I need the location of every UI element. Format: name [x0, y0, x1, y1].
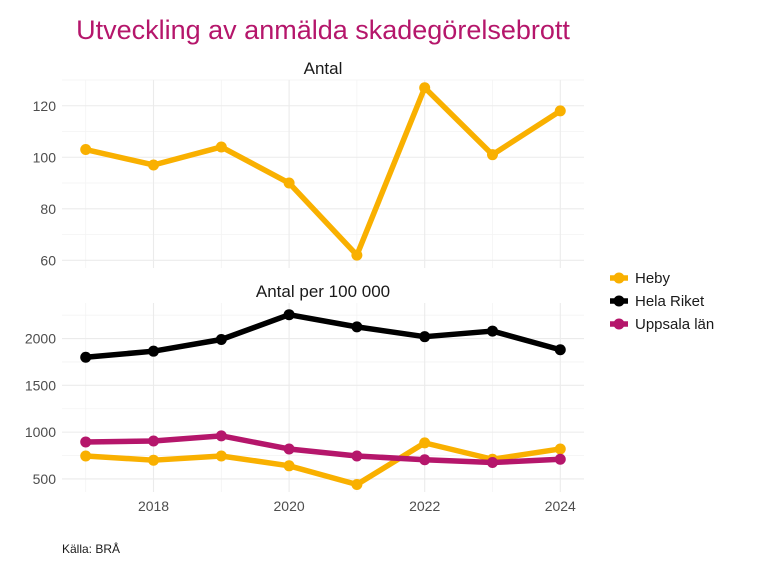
series-line-heby [82, 440, 564, 488]
y-tick-label: 1500 [25, 377, 56, 393]
data-point [554, 344, 566, 356]
data-point [283, 443, 295, 455]
data-point [80, 144, 92, 156]
panel-2: 500 1000 1500 2000 Antal per 100 000 [25, 282, 584, 492]
legend-label: Uppsala län [635, 316, 714, 333]
data-point [351, 249, 363, 261]
legend-label: Hela Riket [635, 293, 705, 310]
legend-label: Heby [635, 270, 671, 287]
data-point [554, 443, 566, 455]
data-point [486, 457, 498, 469]
data-point [419, 82, 431, 94]
x-tick-label: 2022 [409, 498, 440, 514]
y-tick-label: 60 [40, 252, 56, 268]
data-point [148, 435, 160, 447]
data-point [283, 460, 295, 472]
y-tick-label: 500 [33, 471, 57, 487]
data-point [419, 454, 431, 466]
legend-item: Hela Riket [610, 293, 705, 310]
y-tick-label: 80 [40, 201, 56, 217]
legend-key-point [613, 318, 625, 330]
data-point [148, 454, 160, 466]
data-point [554, 453, 566, 465]
data-point [80, 351, 92, 363]
data-point [419, 437, 431, 449]
chart-title: Utveckling av anmälda skadegörelsebrott [76, 15, 570, 45]
data-point [351, 321, 363, 333]
data-point [215, 430, 227, 442]
legend: Heby Hela Riket Uppsala län [610, 270, 714, 333]
y-tick-label: 1000 [25, 424, 56, 440]
series-line-uppsala-län [82, 433, 564, 466]
panel-title: Antal [304, 59, 343, 78]
data-point [80, 436, 92, 448]
y-tick-label: 100 [33, 149, 57, 165]
data-point [486, 325, 498, 337]
data-point [419, 331, 431, 343]
data-point [148, 345, 160, 357]
data-point [283, 309, 295, 321]
legend-key-point [613, 272, 625, 284]
legend-key-point [613, 295, 625, 307]
panel-title: Antal per 100 000 [256, 282, 390, 301]
y-tick-label: 2000 [25, 331, 56, 347]
data-point [148, 159, 160, 171]
data-point [215, 141, 227, 153]
panels: 60 80 100 120 Antal 500 1000 1500 2000 Antal per … [25, 59, 584, 514]
panel-1: 60 80 100 120 Antal [33, 59, 584, 268]
caption: Källa: BRÅ [62, 541, 120, 556]
data-point [215, 333, 227, 345]
x-tick-label: 2020 [274, 498, 305, 514]
series-line-hela-riket [82, 311, 564, 361]
data-point [486, 149, 498, 161]
series-line-heby [82, 84, 564, 258]
y-tick-label: 120 [33, 98, 57, 114]
x-tick-label: 2024 [545, 498, 576, 514]
data-point [215, 450, 227, 462]
legend-item: Uppsala län [610, 316, 714, 333]
data-point [283, 177, 295, 189]
data-point [351, 479, 363, 491]
data-point [554, 105, 566, 117]
x-tick-label: 2018 [138, 498, 169, 514]
data-point [80, 450, 92, 462]
data-point [351, 450, 363, 462]
legend-item: Heby [610, 270, 671, 287]
